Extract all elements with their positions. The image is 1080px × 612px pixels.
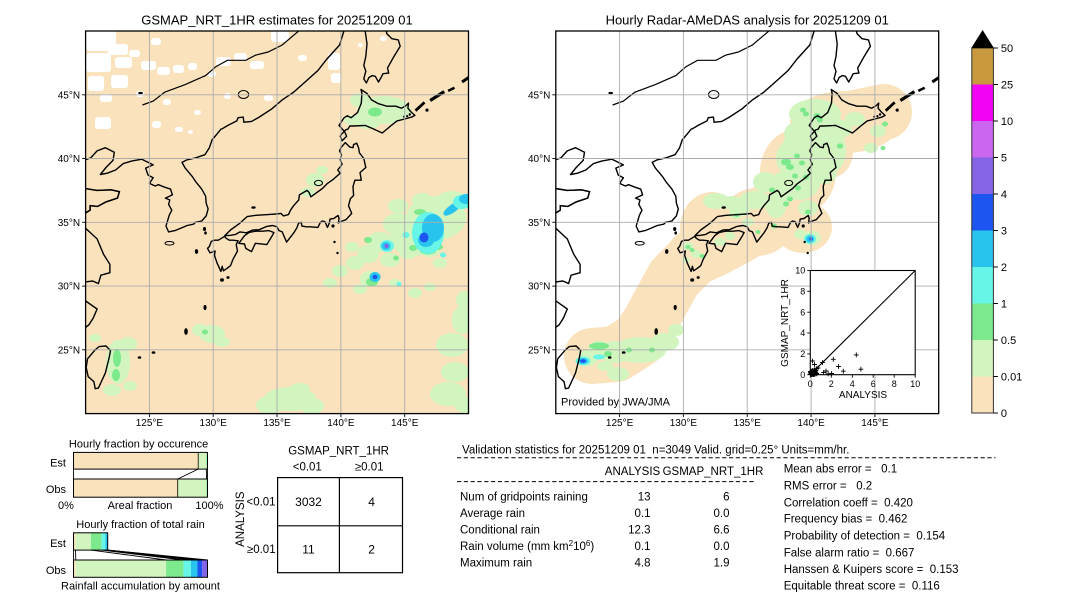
svg-text:0.0: 0.0: [714, 541, 730, 553]
svg-text:1.9: 1.9: [714, 558, 730, 570]
svg-text:100%: 100%: [195, 500, 223, 512]
svg-text:Probability of detection = 0.: Probability of detection = 0.154: [784, 531, 946, 543]
svg-text:Provided by JWA/JMA: Provided by JWA/JMA: [561, 397, 671, 409]
svg-text:25: 25: [1001, 80, 1013, 92]
svg-text:0%: 0%: [58, 500, 74, 512]
svg-text:Hourly fraction by occurence: Hourly fraction by occurence: [69, 439, 208, 451]
svg-text:RMS error = 0.2: RMS error = 0.2: [784, 480, 873, 492]
svg-text:3032: 3032: [295, 495, 322, 509]
svg-text:Obs: Obs: [46, 565, 67, 577]
svg-text:Equitable threat score = 0.11: Equitable threat score = 0.116: [784, 581, 940, 593]
svg-text:50: 50: [1001, 43, 1013, 55]
svg-text:135°E: 135°E: [263, 418, 291, 429]
svg-text:4: 4: [368, 495, 375, 509]
svg-text:35°N: 35°N: [528, 218, 550, 229]
svg-text:0: 0: [808, 379, 813, 389]
svg-text:Mean abs error = 0.1: Mean abs error = 0.1: [784, 464, 897, 476]
svg-text:10: 10: [795, 266, 805, 276]
svg-text:2: 2: [368, 542, 375, 556]
svg-text:2: 2: [829, 379, 834, 389]
svg-text:10: 10: [1001, 116, 1013, 128]
svg-text:≥0.01: ≥0.01: [355, 462, 384, 474]
svg-text:<0.01: <0.01: [293, 462, 322, 474]
svg-text:1: 1: [1001, 299, 1007, 311]
svg-text:Validation statistics for 2025: Validation statistics for 20251209 01 n=…: [462, 445, 849, 457]
svg-text:145°E: 145°E: [861, 418, 889, 429]
svg-text:Num of gridpoints raining: Num of gridpoints raining: [460, 492, 588, 504]
svg-text:0.01: 0.01: [1001, 372, 1022, 384]
svg-text:25°N: 25°N: [58, 345, 80, 356]
svg-text:ANALYSIS: ANALYSIS: [605, 466, 661, 478]
svg-text:40°N: 40°N: [528, 154, 550, 165]
svg-text:45°N: 45°N: [528, 90, 550, 101]
svg-text:GSMAP_NRT_1HR estimates for 20: GSMAP_NRT_1HR estimates for 20251209 01: [141, 13, 412, 28]
svg-text:40°N: 40°N: [58, 154, 80, 165]
svg-text:6: 6: [871, 379, 876, 389]
svg-text:125°E: 125°E: [136, 418, 164, 429]
svg-text:Est: Est: [50, 538, 66, 550]
svg-text:False alarm ratio = 0.667: False alarm ratio = 0.667: [784, 548, 915, 560]
svg-text:6: 6: [800, 307, 805, 317]
svg-text:30°N: 30°N: [58, 282, 80, 293]
svg-text:Hanssen & Kuipers score = 0.1: Hanssen & Kuipers score = 0.153: [784, 564, 959, 576]
svg-text:6.6: 6.6: [714, 525, 730, 537]
svg-text:135°E: 135°E: [734, 418, 762, 429]
svg-text:5: 5: [1001, 153, 1007, 165]
svg-text:GSMAP_NRT_1HR: GSMAP_NRT_1HR: [288, 446, 389, 458]
svg-text:13: 13: [638, 492, 651, 504]
svg-text:11: 11: [302, 542, 315, 556]
svg-text:Conditional rain: Conditional rain: [460, 525, 540, 537]
svg-text:2: 2: [800, 349, 805, 359]
svg-text:12.3: 12.3: [628, 525, 650, 537]
svg-text:3: 3: [1001, 226, 1007, 238]
svg-text:4.8: 4.8: [635, 558, 651, 570]
svg-text:130°E: 130°E: [200, 418, 228, 429]
svg-text:Rainfall accumulation by amoun: Rainfall accumulation by amount: [61, 581, 220, 593]
svg-text:GSMAP_NRT_1HR: GSMAP_NRT_1HR: [663, 466, 764, 478]
svg-text:0.0: 0.0: [714, 508, 730, 520]
svg-text:4: 4: [800, 328, 805, 338]
svg-text:ANALYSIS: ANALYSIS: [235, 491, 247, 547]
svg-text:Frequency bias = 0.462: Frequency bias = 0.462: [784, 514, 908, 526]
svg-text:0.1: 0.1: [635, 508, 651, 520]
svg-text:6: 6: [723, 492, 729, 504]
svg-text:0.5: 0.5: [1001, 335, 1016, 347]
svg-text:Hourly Radar-AMeDAS analysis f: Hourly Radar-AMeDAS analysis for 2025120…: [606, 13, 889, 28]
svg-text:30°N: 30°N: [528, 282, 550, 293]
svg-text:10: 10: [910, 379, 920, 389]
svg-text:Average rain: Average rain: [460, 508, 525, 520]
svg-text:45°N: 45°N: [58, 90, 80, 101]
svg-text:Est: Est: [50, 458, 66, 470]
svg-text:0.1: 0.1: [635, 541, 651, 553]
svg-text:35°N: 35°N: [58, 218, 80, 229]
svg-text:25°N: 25°N: [528, 345, 550, 356]
svg-text:GSMAP_NRT_1HR: GSMAP_NRT_1HR: [780, 279, 791, 367]
svg-text:8: 8: [800, 287, 805, 297]
svg-text:130°E: 130°E: [670, 418, 698, 429]
svg-text:Correlation coeff = 0.420: Correlation coeff = 0.420: [784, 497, 913, 509]
svg-text:8: 8: [892, 379, 897, 389]
svg-text:125°E: 125°E: [606, 418, 634, 429]
svg-text:Areal fraction: Areal fraction: [108, 500, 173, 512]
svg-text:2: 2: [1001, 262, 1007, 274]
svg-text:0: 0: [1001, 408, 1007, 420]
svg-text:ANALYSIS: ANALYSIS: [839, 390, 887, 401]
svg-text:145°E: 145°E: [391, 418, 419, 429]
svg-text:4: 4: [1001, 189, 1007, 201]
svg-text:Hourly fraction of total rain: Hourly fraction of total rain: [76, 519, 204, 531]
svg-text:140°E: 140°E: [327, 418, 355, 429]
svg-text:Maximum rain: Maximum rain: [460, 558, 532, 570]
svg-text:<0.01: <0.01: [246, 496, 275, 508]
svg-text:≥0.01: ≥0.01: [247, 544, 276, 556]
svg-text:0: 0: [800, 370, 805, 380]
svg-text:Obs: Obs: [46, 484, 67, 496]
svg-text:140°E: 140°E: [797, 418, 825, 429]
svg-text:4: 4: [850, 379, 855, 389]
svg-text:Rain volume (mm km2106): Rain volume (mm km2106): [460, 539, 594, 553]
